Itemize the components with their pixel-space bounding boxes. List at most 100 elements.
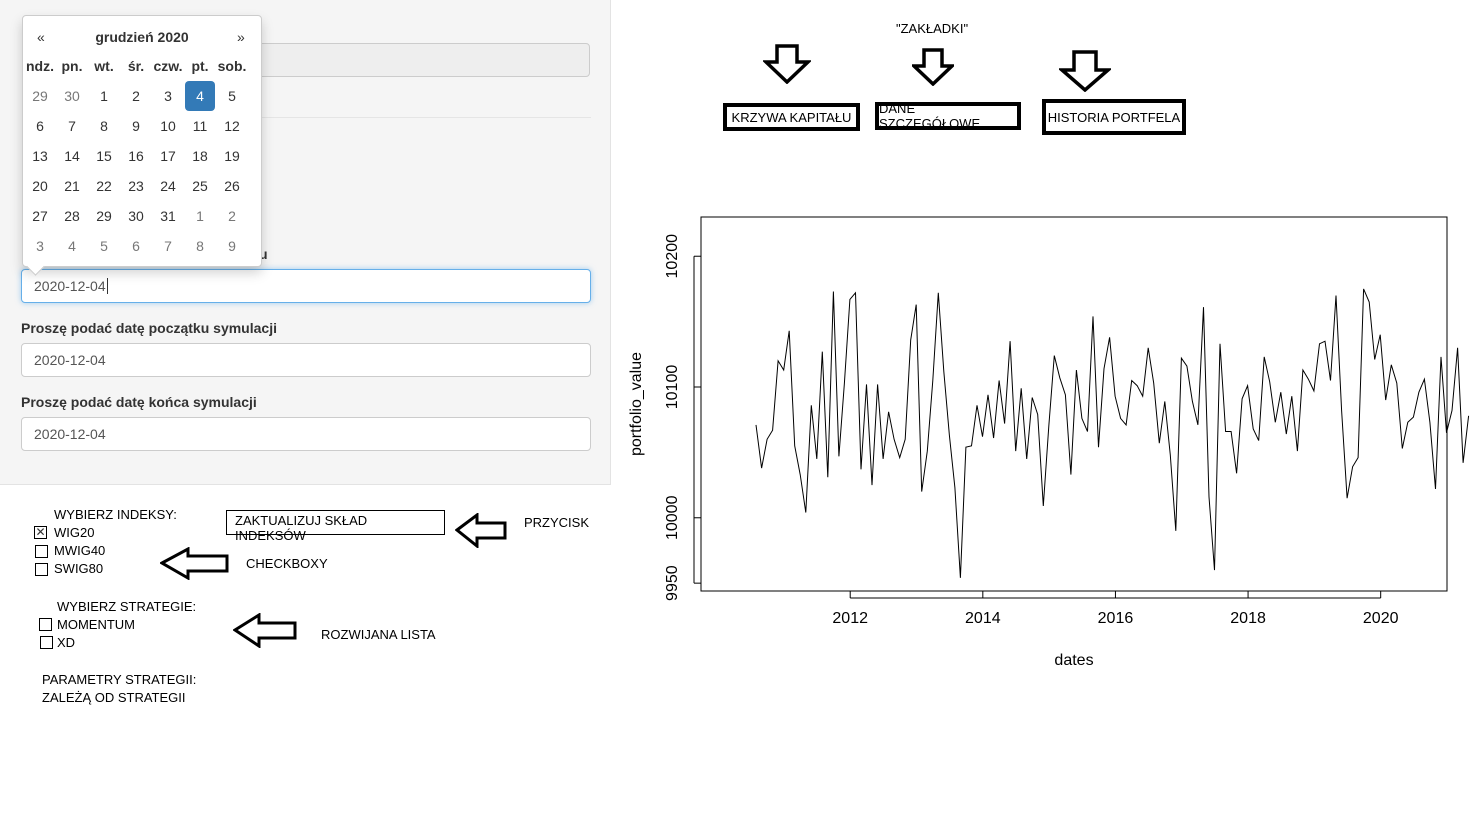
calendar-day[interactable]: 25 — [192, 178, 208, 194]
params-heading: PARAMETRY STRATEGII: — [42, 672, 197, 687]
calendar-day[interactable]: 9 — [228, 238, 236, 254]
calendar-day[interactable]: 14 — [64, 148, 80, 164]
calendar-day[interactable]: 5 — [228, 88, 236, 104]
x-tick-label: 2012 — [832, 610, 868, 627]
weekday-label: ndz. — [26, 58, 54, 74]
calendar-day[interactable]: 5 — [100, 238, 108, 254]
calendar-month-title[interactable]: grudzień 2020 — [95, 29, 189, 45]
calendar-day[interactable]: 24 — [160, 178, 176, 194]
portfolio-line-chart: 2012 2014 2016 2018 2020 9950 10000 10100 10200 d… — [628, 216, 1470, 669]
calendar-day[interactable]: 1 — [100, 88, 108, 104]
x-tick-label: 2016 — [1098, 610, 1134, 627]
x-tick-label: 2014 — [965, 610, 1001, 627]
calendar-day[interactable]: 8 — [196, 238, 204, 254]
calendar-day-selected[interactable]: 4 — [184, 81, 216, 111]
weekday-label: wt. — [94, 58, 114, 74]
end-date-label: Proszę podać datę końca symulacji — [21, 394, 257, 410]
checkbox-label-mwig40: MWIG40 — [54, 543, 106, 558]
checkbox-wig20[interactable]: ✕ — [34, 525, 47, 539]
calendar-week: 20 21 22 23 24 25 26 — [24, 171, 248, 201]
calendar-day[interactable]: 30 — [64, 88, 80, 104]
calendar-week: 29 30 1 2 3 4 5 — [24, 81, 248, 111]
arrow-left-icon — [160, 547, 229, 580]
calendar-day[interactable]: 21 — [64, 178, 80, 194]
weekday-label: śr. — [127, 58, 145, 74]
calendar-day[interactable]: 9 — [132, 118, 140, 134]
series-line — [755, 288, 1470, 578]
checkbox-label-xd: XD — [57, 635, 76, 650]
calendar-day[interactable]: 26 — [224, 178, 240, 194]
tab-krzywa-kapitalu[interactable]: KRZYWA KAPITAŁU — [723, 103, 860, 131]
calendar-day[interactable]: 3 — [36, 238, 44, 254]
calendar-week: 27 28 29 30 31 1 2 — [24, 201, 248, 231]
calendar-day[interactable]: 15 — [96, 148, 112, 164]
calendar-day[interactable]: 7 — [68, 118, 76, 134]
tabs-annotation: "ZAKŁADKI" — [896, 21, 969, 36]
calendar-day[interactable]: 27 — [32, 208, 48, 224]
checkbox-momentum[interactable] — [39, 618, 52, 631]
tab-dane-szczegolowe[interactable]: DANE SZCZEGÓŁOWE — [875, 101, 1021, 131]
calendar-weekdays: ndz. pn. wt. śr. czw. pt. sob. — [24, 51, 248, 81]
calendar-day[interactable]: 10 — [160, 118, 176, 134]
datepicker-popup: « grudzień 2020 » ndz. pn. wt. śr. czw. … — [22, 15, 262, 276]
calendar-day[interactable]: 30 — [128, 208, 144, 224]
weekday-label: czw. — [153, 58, 183, 74]
date-label-fragment: u — [259, 246, 268, 262]
calendar-next-button[interactable]: » — [237, 29, 245, 45]
calendar-day[interactable]: 12 — [224, 118, 240, 134]
calendar-day[interactable]: 17 — [160, 148, 176, 164]
selected-day-label: 4 — [185, 81, 215, 111]
calendar-day[interactable]: 20 — [32, 178, 48, 194]
x-axis-label: dates — [1054, 652, 1093, 669]
tab-historia-portfela[interactable]: HISTORIA PORTFELA — [1042, 99, 1186, 135]
x-tick-label: 2020 — [1363, 610, 1399, 627]
calendar-grid: ndz. pn. wt. śr. czw. pt. sob. 29 30 1 2… — [24, 51, 248, 261]
calendar-day[interactable]: 3 — [164, 88, 172, 104]
calendar-day[interactable]: 19 — [224, 148, 240, 164]
date-input[interactable]: 2020-12-04 — [21, 269, 591, 303]
calendar-day[interactable]: 13 — [32, 148, 48, 164]
calendar-day[interactable]: 18 — [192, 148, 208, 164]
x-tick-label: 2018 — [1230, 610, 1266, 627]
calendar-day[interactable]: 29 — [96, 208, 112, 224]
arrow-left-icon — [455, 513, 507, 548]
weekday-label: pt. — [191, 58, 209, 74]
update-indices-button[interactable]: ZAKTUALIZUJ SKŁAD INDEKSÓW — [226, 510, 445, 543]
calendar-day[interactable]: 31 — [160, 208, 176, 224]
arrow-down-icon — [763, 44, 811, 84]
checkbox-label-momentum: MOMENTUM — [57, 617, 135, 632]
start-date-input[interactable]: 2020-12-04 — [21, 343, 591, 377]
calendar-day[interactable]: 28 — [64, 208, 80, 224]
calendar-day[interactable]: 8 — [100, 118, 108, 134]
end-date-input[interactable]: 2020-12-04 — [21, 417, 591, 451]
calendar-day[interactable]: 7 — [164, 238, 172, 254]
y-tick-label: 10000 — [664, 495, 681, 540]
calendar-day[interactable]: 4 — [68, 238, 76, 254]
calendar-day[interactable]: 29 — [32, 88, 48, 104]
calendar-day[interactable]: 2 — [132, 88, 140, 104]
start-date-label: Proszę podać datę początku symulacji — [21, 320, 277, 336]
sidebar-panel: u 2020-12-04 Proszę podać datę początku … — [0, 0, 611, 485]
calendar-day[interactable]: 16 — [128, 148, 144, 164]
calendar-day[interactable]: 22 — [96, 178, 112, 194]
calendar-day[interactable]: 11 — [192, 118, 208, 134]
arrow-down-icon — [912, 48, 954, 86]
calendar-day[interactable]: 6 — [132, 238, 140, 254]
checkbox-xd[interactable] — [40, 636, 53, 649]
weekday-label: pn. — [61, 58, 83, 74]
calendar-week: 13 14 15 16 17 18 19 — [24, 141, 248, 171]
calendar-day[interactable]: 1 — [196, 208, 204, 224]
divider — [260, 117, 591, 118]
indices-heading: WYBIERZ INDEKSY: — [54, 507, 177, 522]
calendar-day[interactable]: 6 — [36, 118, 44, 134]
calendar-day[interactable]: 23 — [128, 178, 144, 194]
calendar-day[interactable]: 2 — [228, 208, 236, 224]
calendar-week: 6 7 8 9 10 11 12 — [24, 111, 248, 141]
strategy-heading: WYBIERZ STRATEGIE: — [57, 599, 197, 614]
checkbox-label-swig80: SWIG80 — [54, 561, 104, 576]
y-tick-label: 9950 — [664, 565, 681, 601]
checkbox-mwig40[interactable] — [35, 545, 48, 558]
dropdown-annotation: ROZWIJANA LISTA — [321, 627, 436, 642]
checkbox-swig80[interactable] — [35, 563, 48, 576]
calendar-prev-button[interactable]: « — [37, 29, 45, 45]
